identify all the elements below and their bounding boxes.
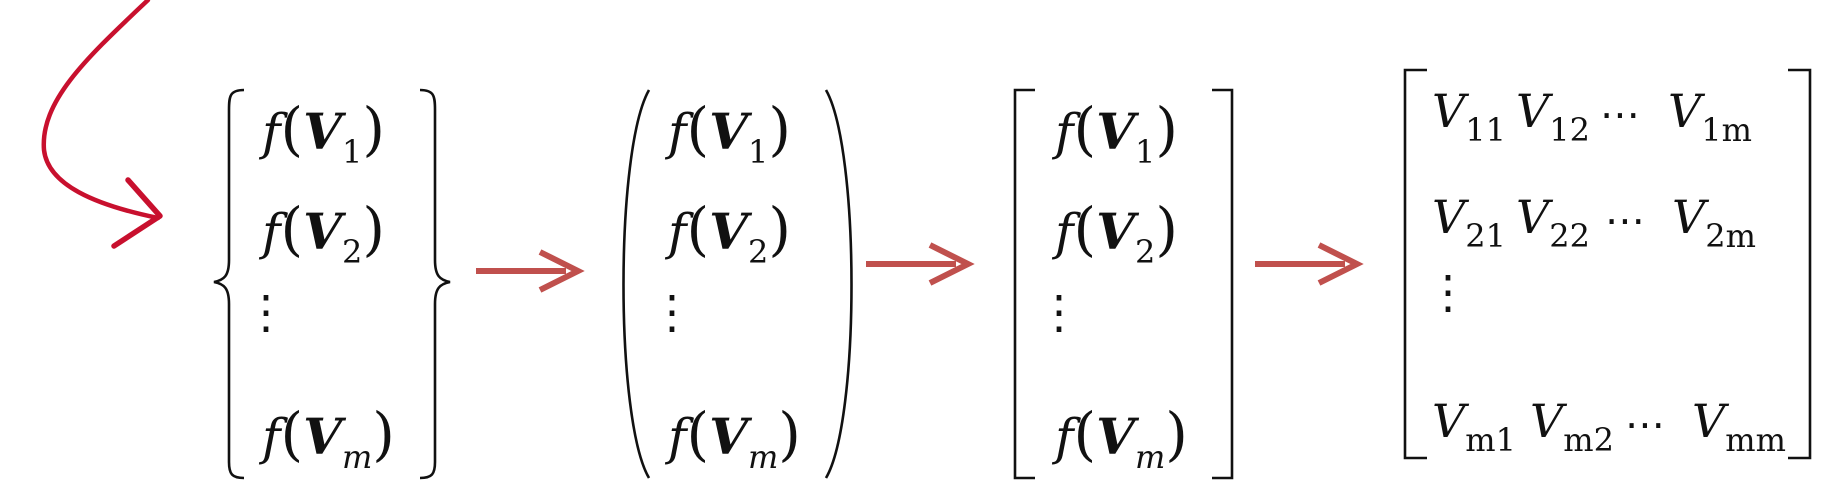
left-square-bracket: [1013, 88, 1035, 480]
close-paren: ): [768, 195, 791, 263]
vector-index: 1: [747, 133, 769, 171]
vertical-ellipsis: ⋮: [649, 285, 695, 339]
step-arrow-2: [866, 242, 975, 286]
close-paren: ): [1155, 95, 1178, 163]
horizontal-ellipsis: ⋯: [1600, 92, 1641, 138]
vertical-ellipsis: ⋮: [1036, 285, 1082, 339]
matrix-cell-m-1: Vm1: [1432, 394, 1516, 459]
vector-symbol: V: [303, 102, 342, 161]
tuple-entry-m: f(Vm): [668, 405, 801, 473]
matrix-cell-m-m: Vmm: [1692, 394, 1786, 459]
vector-symbol: V: [303, 202, 342, 261]
matrix-cell-1-m: V1m: [1668, 84, 1752, 149]
column-entry-2: f(V2): [1055, 200, 1178, 268]
vector-symbol: V: [709, 102, 748, 161]
tuple-entry-2: f(V2): [668, 200, 791, 268]
vector-index: 2: [1134, 233, 1156, 271]
vector-index: m: [1134, 438, 1166, 476]
left-curly-brace: [213, 88, 245, 480]
open-paren: (: [280, 95, 304, 163]
function-symbol: f: [1055, 103, 1074, 161]
function-symbol: f: [1055, 408, 1074, 466]
open-paren: (: [280, 195, 304, 263]
matrix-cell-1-2: V12: [1516, 84, 1590, 149]
matrix-cell-1-1: V11: [1432, 84, 1506, 149]
close-paren: ): [768, 95, 791, 163]
close-paren: ): [778, 400, 801, 468]
open-paren: (: [1073, 400, 1097, 468]
vector-symbol: V: [303, 407, 342, 466]
function-symbol: f: [668, 203, 687, 261]
close-paren: ): [372, 400, 395, 468]
column-entry-m: f(Vm): [1055, 405, 1188, 473]
close-paren: ): [1165, 400, 1188, 468]
open-paren: (: [686, 95, 710, 163]
tuple-entry-1: f(V1): [668, 100, 791, 168]
vector-symbol: V: [709, 407, 748, 466]
right-square-bracket: [1212, 88, 1234, 480]
vertical-ellipsis: ⋮: [243, 285, 289, 339]
vector-index: 2: [341, 233, 363, 271]
close-paren: ): [1155, 195, 1178, 263]
vector-index: m: [341, 438, 373, 476]
vector-symbol: V: [1096, 102, 1135, 161]
vector-index: 1: [1134, 133, 1156, 171]
vector-symbol: V: [1096, 407, 1135, 466]
step-arrow-3: [1255, 242, 1364, 286]
horizontal-ellipsis: ⋯: [1625, 402, 1666, 448]
set-entry-m: f(Vm): [262, 405, 395, 473]
set-entry-1: f(V1): [262, 100, 385, 168]
close-paren: ): [362, 95, 385, 163]
matrix-cell-m-2: Vm2: [1530, 394, 1614, 459]
function-symbol: f: [668, 103, 687, 161]
vertical-ellipsis: ⋮: [1425, 265, 1471, 319]
function-symbol: f: [262, 203, 281, 261]
open-paren: (: [686, 195, 710, 263]
open-paren: (: [1073, 95, 1097, 163]
step-arrow-1: [476, 249, 585, 293]
open-paren: (: [686, 400, 710, 468]
function-symbol: f: [1055, 203, 1074, 261]
vector-symbol: V: [709, 202, 748, 261]
matrix-cell-2-2: V22: [1516, 190, 1590, 255]
open-paren: (: [1073, 195, 1097, 263]
vector-index: m: [747, 438, 779, 476]
open-paren: (: [280, 400, 304, 468]
vector-symbol: V: [1096, 202, 1135, 261]
right-curly-brace: [419, 88, 451, 480]
matrix-right-bracket: [1788, 68, 1812, 460]
curved-arrow-head: [111, 177, 163, 249]
matrix-cell-2-m: V2m: [1672, 190, 1756, 255]
matrix-cell-2-1: V21: [1432, 190, 1506, 255]
vector-index: 2: [747, 233, 769, 271]
left-parenthesis: [622, 89, 651, 479]
close-paren: ): [362, 195, 385, 263]
curved-arrow-stroke: [41, 0, 161, 221]
right-parenthesis: [824, 89, 853, 479]
function-symbol: f: [668, 408, 687, 466]
function-symbol: f: [262, 408, 281, 466]
column-entry-1: f(V1): [1055, 100, 1178, 168]
function-symbol: f: [262, 103, 281, 161]
set-entry-2: f(V2): [262, 200, 385, 268]
vector-index: 1: [341, 133, 363, 171]
matrix-left-bracket: [1403, 68, 1427, 460]
horizontal-ellipsis: ⋯: [1605, 198, 1646, 244]
